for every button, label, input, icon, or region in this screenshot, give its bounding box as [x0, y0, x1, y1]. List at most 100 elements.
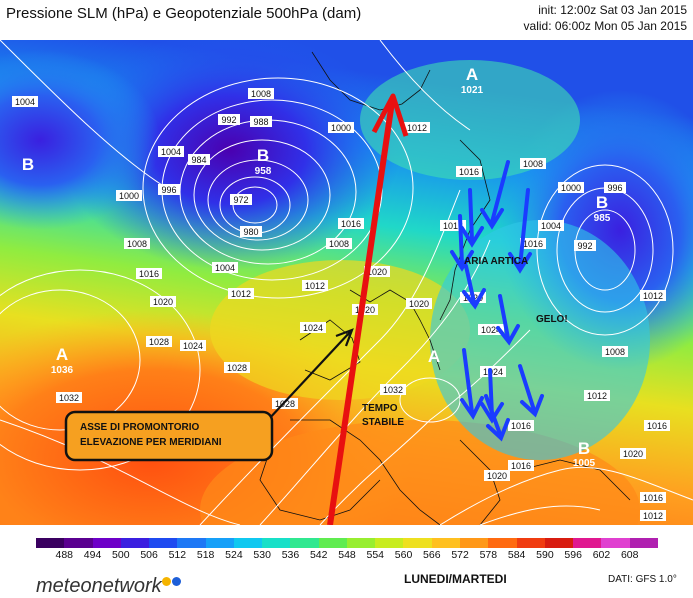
colorbar-ticks: 488 494 500 506 512 518 524 530 536 542 548 554 560 5… — [36, 549, 658, 563]
cold-arrow — [518, 188, 530, 268]
svg-text:1016: 1016 — [511, 421, 531, 431]
svg-text:B: B — [22, 155, 34, 174]
isobar-label: 1008 — [326, 238, 352, 249]
svg-text:1000: 1000 — [119, 191, 139, 201]
svg-text:972: 972 — [233, 195, 248, 205]
svg-text:B: B — [596, 193, 608, 212]
svg-text:1016: 1016 — [647, 421, 667, 431]
isobar-label: 1020 — [484, 470, 510, 481]
svg-text:1024: 1024 — [183, 341, 203, 351]
colorbar-tick-label: 488 — [55, 549, 74, 561]
colorbar-swatch — [346, 538, 376, 548]
isobar-label: 1016 — [136, 268, 162, 279]
isobar-label: 1004 — [538, 220, 564, 231]
svg-text:1004: 1004 — [541, 221, 561, 231]
isobar-label: 1032 — [56, 392, 82, 403]
isobar-label: 980 — [240, 226, 262, 237]
isobar-label: 996 — [158, 184, 180, 195]
aria-artica-label: ARIA ARTICA — [464, 256, 528, 267]
low-center-west: B — [22, 155, 34, 174]
colorbar-swatch — [318, 538, 347, 548]
isobar-label: 1016 — [644, 420, 670, 431]
colorbar-swatch — [573, 538, 602, 548]
isobar-label: 1016 — [338, 218, 364, 229]
isobar-label: 992 — [574, 240, 596, 251]
svg-text:985: 985 — [594, 213, 611, 224]
coastlines — [259, 51, 631, 525]
colorbar-swatch — [92, 538, 121, 548]
isobar-label: 1028 — [224, 362, 250, 373]
isobar-label: 1004 — [12, 96, 38, 107]
svg-text:1012: 1012 — [643, 511, 663, 521]
colorbar-swatch — [459, 538, 489, 548]
isobar-label: 1012 — [302, 280, 328, 291]
colorbar-swatch — [149, 538, 178, 548]
isobar-label: 1004 — [212, 262, 238, 273]
data-source: DATI: GFS 1.0° — [608, 574, 677, 585]
svg-text:1016: 1016 — [643, 493, 663, 503]
isobar-label: 1012 — [640, 290, 666, 301]
svg-text:1032: 1032 — [383, 385, 403, 395]
low-center-turkey: B 1005 — [573, 439, 596, 469]
isobar-label: 988 — [250, 116, 272, 127]
colorbar-tick-label: 524 — [225, 549, 243, 561]
valid-time: valid: 06:00z Mon 05 Jan 2015 — [523, 19, 687, 33]
svg-text:1028: 1028 — [227, 363, 247, 373]
colorbar-tick-label: 608 — [620, 549, 639, 561]
isobar-label: 1004 — [158, 146, 184, 157]
isobar-label: 1000 — [558, 182, 584, 193]
tempo-stabile-label: TEMPO STABILE — [362, 403, 404, 428]
cold-arrow — [518, 364, 536, 412]
colorbar-tick-label: 530 — [253, 549, 271, 561]
svg-text:1004: 1004 — [161, 147, 181, 157]
colorbar-tick-label: 602 — [592, 549, 611, 561]
cold-air-arrows — [450, 160, 544, 442]
colorbar-tick-label: 566 — [423, 549, 441, 561]
colorbar-swatch — [403, 538, 432, 548]
svg-text:1000: 1000 — [561, 183, 581, 193]
svg-text:1016: 1016 — [459, 167, 479, 177]
cold-arrow — [484, 394, 502, 436]
weather-map: 1004 1008 1000 992 988 984 1004 1012 101… — [0, 40, 693, 525]
day-label: LUNEDI/MARTEDI — [404, 572, 507, 586]
high-center-arctic: A 1021 — [461, 65, 484, 96]
colorbar-tick-label: 500 — [112, 549, 130, 561]
colorbar-tick-label: 578 — [479, 549, 498, 561]
colorbar-tick-label: 554 — [366, 549, 385, 561]
cold-west-fill — [0, 50, 160, 230]
svg-text:1008: 1008 — [523, 159, 543, 169]
svg-text:1024: 1024 — [483, 367, 503, 377]
svg-text:992: 992 — [577, 241, 592, 251]
colorbar-swatch — [177, 538, 206, 548]
svg-text:1008: 1008 — [251, 89, 271, 99]
colorbar-tick-label: 584 — [507, 549, 526, 561]
annotation-line1: ASSE DI PROMONTORIO — [80, 422, 199, 433]
svg-text:1004: 1004 — [215, 263, 235, 273]
isobar-label: 1012 — [640, 510, 666, 521]
isobar-label: 1016 — [456, 166, 482, 177]
svg-text:B: B — [257, 146, 269, 165]
colorbar-tick-label: 548 — [338, 549, 356, 561]
isobar-label: 1020 — [406, 298, 432, 309]
isobar-label: 1024 — [478, 324, 504, 335]
svg-text:984: 984 — [191, 155, 206, 165]
map-title: Pressione SLM (hPa) e Geopotenziale 500h… — [6, 5, 362, 22]
svg-text:1004: 1004 — [15, 97, 35, 107]
svg-text:988: 988 — [253, 117, 268, 127]
pointer-arrow — [267, 328, 354, 421]
annotation-line2: ELEVAZIONE PER MERIDIANI — [80, 437, 222, 448]
svg-text:1016: 1016 — [341, 219, 361, 229]
colorbar-tick-label: 590 — [536, 549, 554, 561]
colorbar-swatch — [262, 538, 291, 548]
high-center-atlantic: A 1036 — [51, 345, 74, 376]
colorbar-swatch — [290, 538, 319, 548]
isobar-label: 972 — [230, 194, 252, 205]
svg-text:STABILE: STABILE — [362, 417, 404, 428]
colorbar-swatch — [431, 538, 460, 548]
low-center-russia: B 985 — [594, 193, 611, 224]
isobar-label: 1024 — [480, 366, 506, 377]
cold-arrow — [468, 188, 474, 242]
isobar-label: 1016 — [508, 420, 534, 431]
svg-text:1020: 1020 — [409, 299, 429, 309]
svg-text:1032: 1032 — [59, 393, 79, 403]
